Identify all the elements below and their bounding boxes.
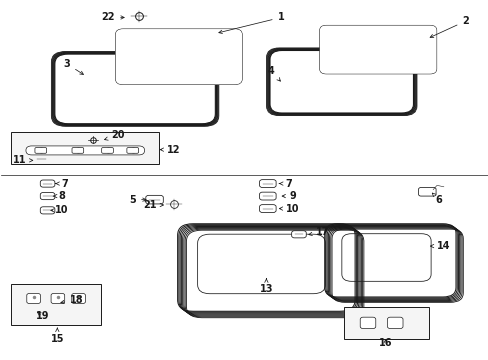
FancyBboxPatch shape bbox=[40, 207, 55, 214]
FancyBboxPatch shape bbox=[33, 156, 49, 163]
Text: 3: 3 bbox=[63, 59, 83, 75]
FancyBboxPatch shape bbox=[26, 146, 144, 155]
FancyBboxPatch shape bbox=[116, 29, 242, 85]
FancyBboxPatch shape bbox=[40, 193, 55, 200]
Text: 19: 19 bbox=[36, 311, 49, 321]
Bar bbox=[11, 132, 159, 164]
Text: 8: 8 bbox=[53, 191, 65, 201]
FancyBboxPatch shape bbox=[386, 317, 402, 329]
FancyBboxPatch shape bbox=[360, 317, 375, 329]
Text: 18: 18 bbox=[61, 295, 83, 305]
FancyBboxPatch shape bbox=[259, 204, 276, 212]
Text: 2: 2 bbox=[429, 16, 468, 37]
Text: 5: 5 bbox=[129, 195, 146, 204]
Text: 22: 22 bbox=[102, 13, 124, 22]
Text: 9: 9 bbox=[282, 191, 296, 201]
Text: 14: 14 bbox=[429, 241, 449, 251]
FancyBboxPatch shape bbox=[72, 293, 85, 303]
FancyBboxPatch shape bbox=[145, 195, 163, 204]
FancyBboxPatch shape bbox=[259, 192, 276, 200]
Text: 17: 17 bbox=[308, 227, 328, 237]
FancyBboxPatch shape bbox=[291, 231, 305, 238]
Text: 13: 13 bbox=[259, 278, 273, 294]
FancyBboxPatch shape bbox=[319, 26, 436, 74]
Text: 10: 10 bbox=[51, 205, 69, 215]
Bar bbox=[344, 307, 428, 339]
Bar bbox=[11, 284, 101, 325]
FancyBboxPatch shape bbox=[51, 293, 64, 303]
Text: 11: 11 bbox=[13, 156, 33, 165]
FancyBboxPatch shape bbox=[40, 180, 55, 187]
FancyBboxPatch shape bbox=[35, 148, 46, 153]
Text: 7: 7 bbox=[279, 179, 291, 189]
FancyBboxPatch shape bbox=[259, 180, 276, 188]
Text: 20: 20 bbox=[104, 130, 124, 140]
FancyBboxPatch shape bbox=[102, 148, 113, 153]
Text: 6: 6 bbox=[431, 193, 442, 204]
FancyBboxPatch shape bbox=[116, 29, 242, 85]
Text: 7: 7 bbox=[56, 179, 68, 189]
Text: 12: 12 bbox=[160, 145, 181, 155]
FancyBboxPatch shape bbox=[126, 148, 138, 153]
Text: 1: 1 bbox=[219, 13, 284, 33]
Text: 4: 4 bbox=[267, 66, 280, 81]
FancyBboxPatch shape bbox=[27, 293, 41, 303]
Text: 15: 15 bbox=[50, 328, 64, 344]
FancyBboxPatch shape bbox=[418, 188, 435, 196]
Text: 21: 21 bbox=[142, 200, 163, 210]
FancyBboxPatch shape bbox=[319, 26, 436, 74]
Text: 10: 10 bbox=[279, 203, 299, 213]
Text: 16: 16 bbox=[378, 338, 391, 347]
FancyBboxPatch shape bbox=[72, 148, 83, 153]
